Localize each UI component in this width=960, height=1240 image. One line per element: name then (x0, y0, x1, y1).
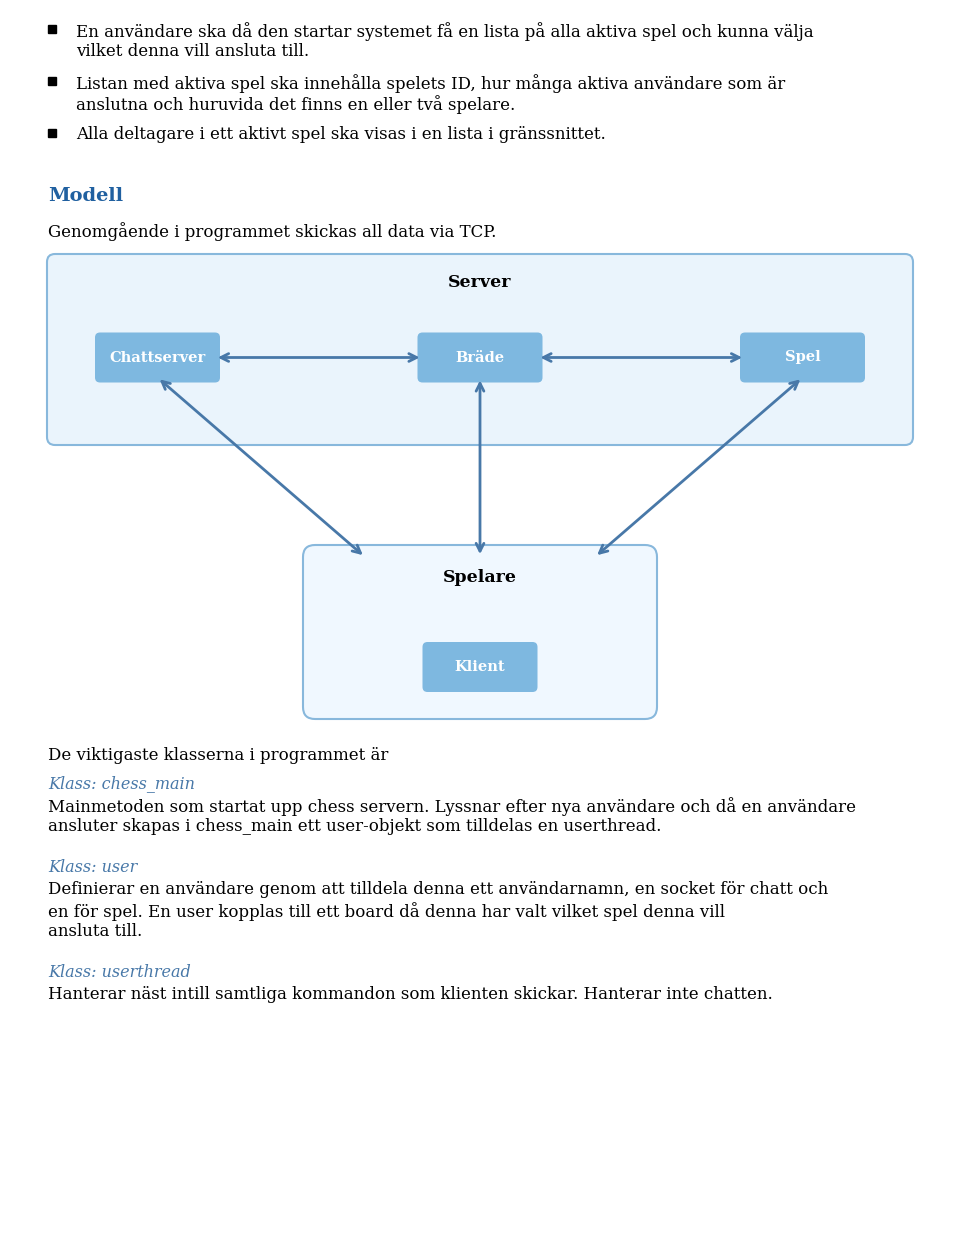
Text: Spelare: Spelare (443, 569, 517, 587)
Text: Mainmetoden som startat upp chess servern. Lyssnar efter nya användare och då en: Mainmetoden som startat upp chess server… (48, 797, 856, 816)
Text: Klass: user: Klass: user (48, 859, 137, 875)
Text: Spel: Spel (784, 351, 821, 365)
FancyBboxPatch shape (740, 332, 865, 382)
FancyBboxPatch shape (418, 332, 542, 382)
FancyBboxPatch shape (422, 642, 538, 692)
Text: ansluta till.: ansluta till. (48, 923, 142, 940)
Text: Klass: chess_main: Klass: chess_main (48, 775, 195, 792)
Text: Bräde: Bräde (455, 351, 505, 365)
Text: ansluter skapas i chess_main ett user-objekt som tilldelas en userthread.: ansluter skapas i chess_main ett user-ob… (48, 818, 661, 835)
Text: De viktigaste klasserna i programmet är: De viktigaste klasserna i programmet är (48, 746, 389, 764)
Text: anslutna och huruvida det finns en eller två spelare.: anslutna och huruvida det finns en eller… (76, 95, 516, 114)
Text: Hanterar näst intill samtliga kommandon som klienten skickar. Hanterar inte chat: Hanterar näst intill samtliga kommandon … (48, 986, 773, 1003)
Text: en för spel. En user kopplas till ett board då denna har valt vilket spel denna : en för spel. En user kopplas till ett bo… (48, 901, 725, 921)
Text: Listan med aktiva spel ska innehålla spelets ID, hur många aktiva användare som : Listan med aktiva spel ska innehålla spe… (76, 74, 785, 93)
Text: Definierar en användare genom att tilldela denna ett användarnamn, en socket för: Definierar en användare genom att tillde… (48, 880, 828, 898)
Text: En användare ska då den startar systemet få en lista på alla aktiva spel och kun: En användare ska då den startar systemet… (76, 22, 814, 41)
Text: Genomgående i programmet skickas all data via TCP.: Genomgående i programmet skickas all dat… (48, 222, 496, 241)
Text: Klient: Klient (455, 660, 505, 675)
Text: Chattserver: Chattserver (109, 351, 205, 365)
FancyBboxPatch shape (303, 546, 657, 719)
FancyBboxPatch shape (47, 254, 913, 445)
Text: Alla deltagare i ett aktivt spel ska visas i en lista i gränssnittet.: Alla deltagare i ett aktivt spel ska vis… (76, 126, 606, 143)
Text: Klass: userthread: Klass: userthread (48, 963, 191, 981)
Text: Modell: Modell (48, 187, 123, 205)
FancyBboxPatch shape (95, 332, 220, 382)
Text: vilket denna vill ansluta till.: vilket denna vill ansluta till. (76, 43, 309, 60)
Text: Server: Server (448, 274, 512, 291)
